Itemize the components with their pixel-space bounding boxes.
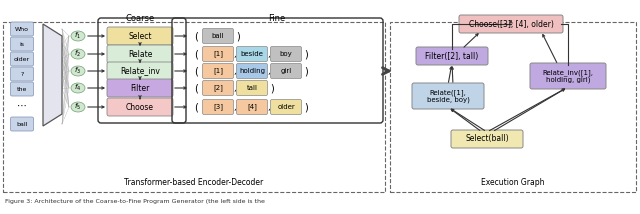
Text: Choose: Choose xyxy=(126,103,154,111)
Text: ): ) xyxy=(304,102,308,112)
FancyBboxPatch shape xyxy=(107,45,173,63)
Ellipse shape xyxy=(71,31,85,41)
FancyBboxPatch shape xyxy=(202,64,234,79)
Text: ,: , xyxy=(234,49,236,58)
Ellipse shape xyxy=(71,66,85,76)
Bar xyxy=(390,22,636,192)
FancyBboxPatch shape xyxy=(10,117,33,131)
Text: girl: girl xyxy=(280,68,292,74)
FancyBboxPatch shape xyxy=(271,46,301,61)
Polygon shape xyxy=(43,24,62,126)
Text: ,: , xyxy=(234,67,236,76)
FancyBboxPatch shape xyxy=(10,67,33,81)
Text: ,: , xyxy=(234,103,236,111)
FancyBboxPatch shape xyxy=(237,64,268,79)
Text: Figure 3: Architecture of the Coarse-to-Fine Program Generator (the left side is: Figure 3: Architecture of the Coarse-to-… xyxy=(5,199,265,205)
FancyBboxPatch shape xyxy=(530,63,606,89)
Text: ,: , xyxy=(268,49,270,58)
Text: [2]: [2] xyxy=(213,85,223,91)
FancyBboxPatch shape xyxy=(271,100,301,114)
Text: ,: , xyxy=(268,67,270,76)
Text: Coarse: Coarse xyxy=(125,13,155,22)
Text: $f_5$: $f_5$ xyxy=(74,102,81,112)
Text: ?: ? xyxy=(20,71,24,76)
FancyBboxPatch shape xyxy=(416,47,488,65)
FancyBboxPatch shape xyxy=(107,27,173,45)
Text: the: the xyxy=(17,86,27,92)
FancyBboxPatch shape xyxy=(10,22,33,36)
FancyBboxPatch shape xyxy=(237,46,268,61)
FancyBboxPatch shape xyxy=(10,37,33,51)
Ellipse shape xyxy=(71,83,85,93)
Text: ,: , xyxy=(234,83,236,92)
Text: Filter([2], tall): Filter([2], tall) xyxy=(426,52,479,61)
FancyBboxPatch shape xyxy=(451,130,523,148)
Text: ): ) xyxy=(304,49,308,59)
Text: tall: tall xyxy=(246,85,257,91)
Text: ): ) xyxy=(270,83,274,93)
FancyBboxPatch shape xyxy=(10,82,33,96)
Text: ball: ball xyxy=(212,33,224,39)
Text: (: ( xyxy=(194,49,198,59)
Text: (: ( xyxy=(194,102,198,112)
FancyBboxPatch shape xyxy=(237,100,268,114)
Text: is: is xyxy=(19,42,24,46)
Text: (: ( xyxy=(194,31,198,41)
FancyBboxPatch shape xyxy=(10,52,33,66)
Text: ⋯: ⋯ xyxy=(17,101,27,111)
Text: Select: Select xyxy=(128,31,152,40)
Text: [4]: [4] xyxy=(247,104,257,110)
FancyBboxPatch shape xyxy=(202,80,234,95)
Text: older: older xyxy=(14,56,30,61)
Text: (: ( xyxy=(194,66,198,76)
Ellipse shape xyxy=(71,102,85,112)
Bar xyxy=(3,22,385,192)
Text: Execution Graph: Execution Graph xyxy=(481,178,545,187)
Text: ball: ball xyxy=(16,122,28,126)
Text: Relate([1],
beside, boy): Relate([1], beside, boy) xyxy=(427,89,469,103)
Text: [1]: [1] xyxy=(213,68,223,74)
FancyBboxPatch shape xyxy=(202,100,234,114)
Text: (: ( xyxy=(194,83,198,93)
Text: beside: beside xyxy=(241,51,264,57)
Text: Relate_inv([1],
holding, girl): Relate_inv([1], holding, girl) xyxy=(543,69,593,83)
Text: Who: Who xyxy=(15,27,29,31)
Text: $f_4$: $f_4$ xyxy=(74,83,82,93)
Text: $f_2$: $f_2$ xyxy=(74,49,81,59)
FancyBboxPatch shape xyxy=(237,80,268,95)
FancyBboxPatch shape xyxy=(107,79,173,97)
Text: Select(ball): Select(ball) xyxy=(465,135,509,144)
FancyBboxPatch shape xyxy=(412,83,484,109)
Text: ): ) xyxy=(236,31,240,41)
Text: Transformer-based Encoder-Decoder: Transformer-based Encoder-Decoder xyxy=(124,178,264,187)
Ellipse shape xyxy=(71,49,85,59)
FancyBboxPatch shape xyxy=(107,98,173,116)
Text: Filter: Filter xyxy=(131,83,150,92)
FancyBboxPatch shape xyxy=(271,64,301,79)
Text: older: older xyxy=(277,104,295,110)
FancyBboxPatch shape xyxy=(202,28,234,43)
Text: holding: holding xyxy=(239,68,265,74)
FancyBboxPatch shape xyxy=(202,46,234,61)
Text: $f_3$: $f_3$ xyxy=(74,66,81,76)
FancyBboxPatch shape xyxy=(107,62,173,80)
Text: Choose([3], [4], older): Choose([3], [4], older) xyxy=(468,19,554,28)
Text: ): ) xyxy=(304,66,308,76)
Text: Relate_inv: Relate_inv xyxy=(120,67,160,76)
Text: [3]: [3] xyxy=(213,104,223,110)
Text: [1]: [1] xyxy=(213,51,223,57)
FancyBboxPatch shape xyxy=(459,15,563,33)
Text: boy: boy xyxy=(280,51,292,57)
Text: ,: , xyxy=(268,103,270,111)
Text: Fine: Fine xyxy=(268,13,285,22)
Text: Relate: Relate xyxy=(128,49,152,58)
Text: $f_1$: $f_1$ xyxy=(74,31,81,41)
